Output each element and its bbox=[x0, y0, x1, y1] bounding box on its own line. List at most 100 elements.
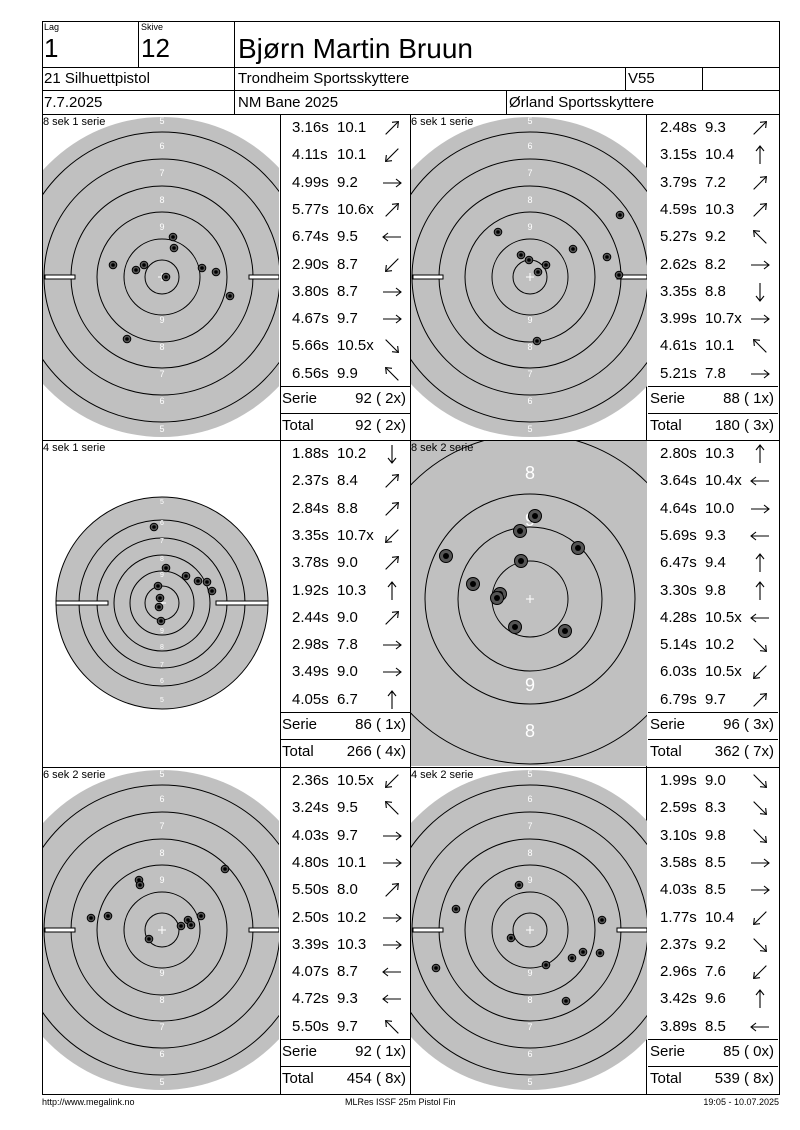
direction-arrow-icon bbox=[747, 254, 773, 276]
serie-row: Serie 85 ( 0x) bbox=[648, 1039, 778, 1066]
shot-time: 4.64s bbox=[660, 499, 697, 517]
shot-score: 9.0 bbox=[337, 663, 358, 681]
shot-hole bbox=[181, 571, 191, 581]
shot-score: 9.3 bbox=[705, 119, 726, 136]
shot-row: 3.99s 10.7x bbox=[648, 306, 778, 333]
shot-score: 9.4 bbox=[705, 554, 726, 572]
footer-url[interactable]: http://www.megalink.no bbox=[42, 1097, 135, 1107]
target-ring bbox=[113, 554, 211, 652]
shot-hole bbox=[568, 244, 578, 254]
direction-arrow-icon bbox=[747, 226, 773, 248]
ring-label: 8 bbox=[527, 342, 532, 352]
ring-label: 9 bbox=[525, 675, 535, 695]
shot-score: 9.0 bbox=[705, 772, 726, 789]
shot-row: 2.98s 7.8 bbox=[280, 632, 410, 659]
shot-score: 9.8 bbox=[705, 581, 726, 599]
total-label: Total bbox=[650, 1070, 682, 1087]
ring-label: 6 bbox=[159, 141, 164, 151]
shot-row: 5.50s 9.7 bbox=[280, 1014, 410, 1041]
target-ring bbox=[43, 131, 281, 423]
shot-time: 4.03s bbox=[660, 881, 697, 899]
target-1: 5 6 7 8 9 9 8 7 6 5 8 sek 1 serie bbox=[43, 115, 281, 440]
direction-arrow-icon bbox=[747, 797, 773, 819]
shot-score: 9.7 bbox=[705, 690, 726, 708]
target-ring bbox=[411, 784, 649, 1076]
shot-hole bbox=[466, 577, 480, 591]
shot-hole bbox=[439, 549, 453, 563]
shot-row: 5.77s 10.6x bbox=[280, 197, 410, 224]
direction-arrow-icon bbox=[747, 199, 773, 221]
direction-arrow-icon bbox=[379, 770, 405, 792]
shot-score: 9.7 bbox=[337, 1017, 358, 1035]
shot-time: 2.80s bbox=[660, 445, 697, 462]
shot-score: 8.7 bbox=[337, 963, 358, 981]
shot-hole bbox=[207, 586, 217, 596]
shot-time: 3.99s bbox=[660, 310, 697, 328]
footer-program: MLRes ISSF 25m Pistol Fin bbox=[345, 1097, 456, 1107]
shot-row: 2.48s 9.3 bbox=[648, 115, 778, 142]
ring-label: 7 bbox=[527, 369, 532, 379]
class-name: 21 Silhuettpistol bbox=[44, 70, 150, 87]
total-value: 454 ( 8x) bbox=[346, 1070, 406, 1087]
direction-arrow-icon bbox=[747, 498, 773, 520]
shot-time: 5.27s bbox=[660, 228, 697, 246]
series-title: 6 sek 1 serie bbox=[411, 116, 474, 128]
target-ring bbox=[424, 493, 636, 705]
serie-row: Serie 88 ( 1x) bbox=[648, 386, 778, 413]
direction-arrow-icon bbox=[379, 634, 405, 656]
ring-label: 9 bbox=[159, 222, 164, 232]
shot-row: 3.80s 8.7 bbox=[280, 279, 410, 306]
direction-arrow-icon bbox=[747, 689, 773, 711]
shot-row: 3.89s 8.5 bbox=[648, 1014, 778, 1041]
ring-label: 8 bbox=[527, 995, 532, 1005]
shot-score: 10.6x bbox=[337, 200, 374, 218]
direction-arrow-icon bbox=[379, 879, 405, 901]
shot-hole bbox=[139, 260, 149, 270]
venue-club: Ørland Sportsskyttere bbox=[509, 94, 655, 111]
shot-score: 8.7 bbox=[337, 282, 358, 300]
shot-score: 10.5x bbox=[337, 772, 374, 789]
shot-hole bbox=[155, 593, 165, 603]
shot-hole bbox=[541, 260, 551, 270]
lag-label: Lag bbox=[44, 22, 60, 32]
shot-score: 7.6 bbox=[705, 963, 726, 981]
shot-score: 10.2 bbox=[705, 636, 735, 654]
shot-score: 10.5x bbox=[705, 663, 742, 681]
total-row: Total 266 ( 4x) bbox=[280, 739, 410, 766]
shot-score: 10.5x bbox=[337, 337, 374, 355]
serie-value: 92 ( 1x) bbox=[355, 1043, 406, 1060]
shot-row: 2.90s 8.7 bbox=[280, 252, 410, 279]
shot-hole bbox=[513, 524, 527, 538]
shot-row: 3.30s 9.8 bbox=[648, 578, 778, 605]
shot-score: 7.2 bbox=[705, 173, 726, 191]
hold-bar-left bbox=[412, 274, 444, 280]
ring-label: 7 bbox=[159, 168, 164, 178]
shot-score: 7.8 bbox=[337, 636, 358, 654]
ring-label: 8 bbox=[160, 644, 164, 651]
serie-label: Serie bbox=[650, 1043, 686, 1060]
direction-arrow-icon bbox=[747, 144, 773, 166]
shot-hole bbox=[144, 934, 154, 944]
shot-hole bbox=[131, 265, 141, 275]
shot-hole bbox=[156, 616, 166, 626]
event-date: 7.7.2025 bbox=[44, 94, 103, 111]
shot-time: 6.74s bbox=[292, 228, 329, 246]
serie-row: Serie 96 ( 3x) bbox=[648, 712, 778, 739]
direction-arrow-icon bbox=[379, 661, 405, 683]
shot-row: 5.50s 8.0 bbox=[280, 877, 410, 904]
hold-bar-right bbox=[248, 274, 280, 280]
ring-label: 8 bbox=[159, 995, 164, 1005]
ring-label: 7 bbox=[527, 1022, 532, 1032]
lag-value: 1 bbox=[44, 33, 59, 63]
shot-score: 8.3 bbox=[705, 799, 726, 817]
direction-arrow-icon bbox=[379, 172, 405, 194]
shot-row: 3.16s 10.1 bbox=[280, 115, 410, 142]
total-value: 362 ( 7x) bbox=[714, 743, 774, 760]
shot-time: 5.77s bbox=[292, 200, 329, 218]
ring-label: 8 bbox=[159, 195, 164, 205]
ring-label: 8 bbox=[527, 848, 532, 858]
total-row: Total 92 ( 2x) bbox=[280, 413, 410, 440]
shot-row: 3.10s 9.8 bbox=[648, 823, 778, 850]
shot-score: 10.4 bbox=[705, 908, 735, 926]
direction-arrow-icon bbox=[379, 335, 405, 357]
